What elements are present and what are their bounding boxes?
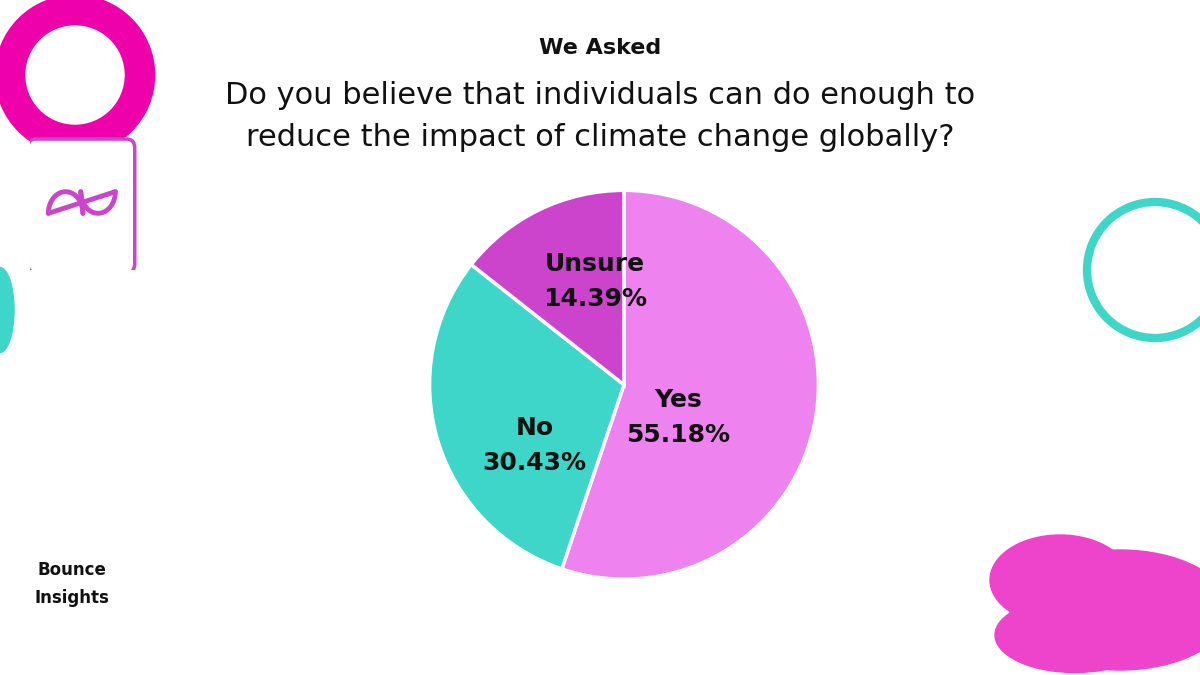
Wedge shape	[472, 190, 624, 385]
Text: Unsure: Unsure	[545, 252, 644, 276]
Wedge shape	[562, 190, 818, 579]
Text: reduce the impact of climate change globally?: reduce the impact of climate change glob…	[246, 124, 954, 153]
Text: Insights: Insights	[35, 589, 109, 607]
Text: Yes: Yes	[654, 388, 702, 412]
Text: No: No	[516, 416, 553, 439]
Ellipse shape	[990, 535, 1130, 625]
Ellipse shape	[1010, 550, 1200, 670]
Text: Bounce: Bounce	[37, 561, 107, 579]
Text: 30.43%: 30.43%	[482, 450, 587, 475]
Text: We Asked: We Asked	[539, 38, 661, 58]
Text: 14.39%: 14.39%	[542, 288, 647, 311]
Ellipse shape	[0, 267, 14, 352]
Ellipse shape	[995, 597, 1154, 672]
Wedge shape	[430, 265, 624, 569]
FancyBboxPatch shape	[28, 139, 134, 273]
Text: 55.18%: 55.18%	[626, 423, 731, 448]
Text: Do you believe that individuals can do enough to: Do you believe that individuals can do e…	[224, 80, 976, 109]
